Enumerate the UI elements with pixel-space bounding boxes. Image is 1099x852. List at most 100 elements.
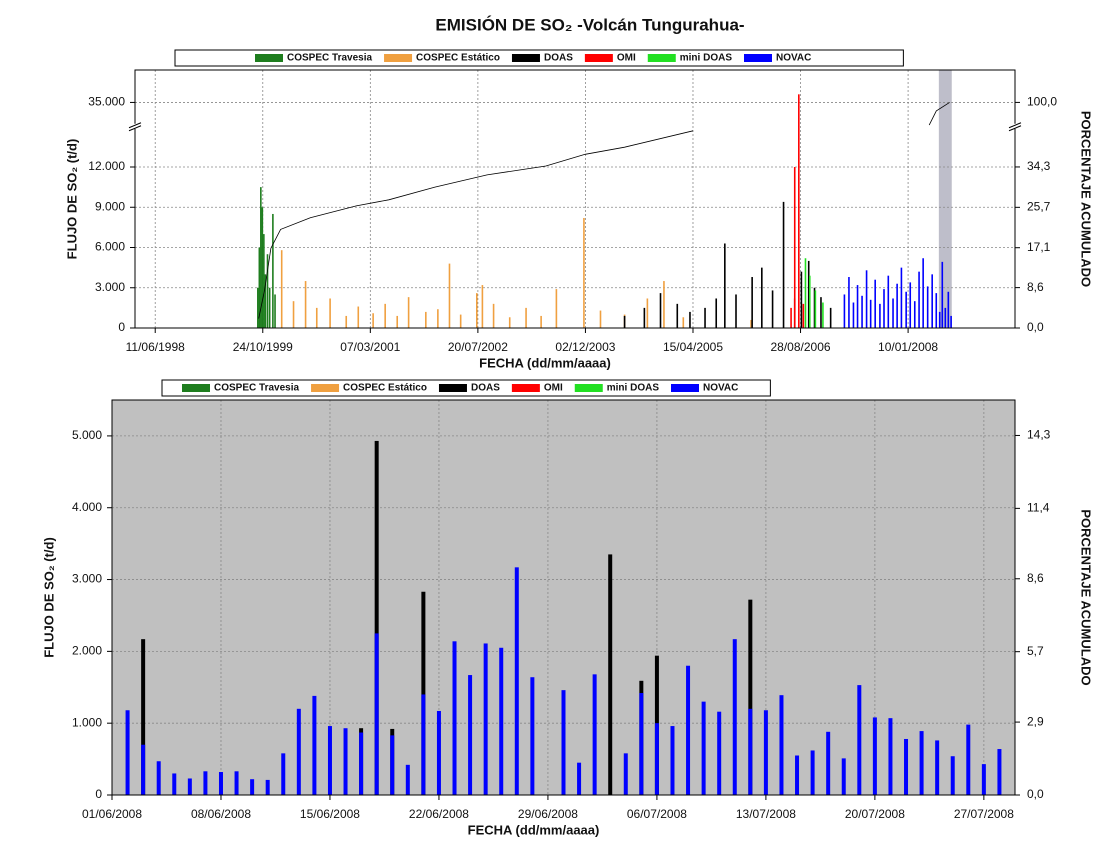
y2-tick-label: 14,3 <box>1027 428 1051 442</box>
bar <box>448 263 451 328</box>
bar <box>843 294 846 328</box>
bar <box>483 643 488 795</box>
x-tick-label: 13/07/2008 <box>736 807 796 821</box>
bar <box>476 293 478 328</box>
bar <box>807 260 810 328</box>
y2-tick-label: 0,0 <box>1027 787 1044 801</box>
legend-swatch <box>744 54 772 62</box>
bar <box>808 275 811 328</box>
x-axis-label: FECHA (dd/mm/aaaa) <box>479 355 611 370</box>
legend-swatch <box>182 384 210 392</box>
bar <box>763 710 768 795</box>
bar <box>304 281 307 328</box>
bar <box>345 315 348 328</box>
legend-swatch <box>511 384 540 392</box>
bar <box>676 303 679 328</box>
bar <box>643 307 646 328</box>
y-tick-label: 9.000 <box>95 199 125 213</box>
bar <box>481 285 484 328</box>
bar <box>421 591 426 795</box>
bar <box>900 267 903 328</box>
bar <box>390 735 395 795</box>
y2-tick-label: 17,1 <box>1027 240 1051 254</box>
bar <box>857 685 862 795</box>
bar <box>583 217 585 328</box>
highlight-band <box>938 70 952 328</box>
bar <box>343 728 348 795</box>
bar <box>938 311 941 328</box>
legend-swatch <box>311 384 340 392</box>
bar <box>892 298 894 328</box>
bar <box>125 710 130 795</box>
x-tick-label: 15/04/2005 <box>663 340 723 354</box>
bar <box>724 243 726 328</box>
bar <box>750 319 752 328</box>
bar <box>874 279 876 328</box>
y-tick-label: 5.000 <box>72 428 102 442</box>
bar <box>555 289 558 328</box>
bar <box>659 293 662 328</box>
bar <box>950 756 955 795</box>
bar <box>374 440 379 795</box>
bar <box>421 694 426 795</box>
bar <box>396 315 399 328</box>
y-tick-label: 6.000 <box>95 240 125 254</box>
bar <box>359 732 364 795</box>
legend-label: OMI <box>544 383 563 394</box>
bar <box>950 315 952 328</box>
bar <box>701 701 706 795</box>
bar <box>935 293 938 328</box>
bar <box>790 307 792 328</box>
y2-tick-label: 8,6 <box>1027 280 1044 294</box>
bar <box>935 740 940 795</box>
x-tick-label: 06/07/2008 <box>627 807 687 821</box>
bar <box>374 633 379 795</box>
bar <box>261 207 264 328</box>
y-axis-label: FLUJO DE SO₂ (t/d) <box>64 139 79 260</box>
bar <box>599 310 602 328</box>
bar <box>822 302 824 328</box>
bar <box>856 285 859 328</box>
bar <box>748 708 753 795</box>
x-tick-label: 27/07/2008 <box>954 807 1014 821</box>
bar <box>218 772 223 795</box>
axis-break <box>1008 125 1022 132</box>
x-tick-label: 29/06/2008 <box>518 807 578 821</box>
bar <box>274 294 276 328</box>
bar <box>869 299 872 328</box>
bar <box>468 675 473 795</box>
x-tick-label: 24/10/1999 <box>233 340 293 354</box>
y-tick-label: 2.000 <box>72 644 102 658</box>
bar <box>947 291 950 328</box>
y-tick-label: 0 <box>118 320 125 334</box>
bar <box>654 723 659 795</box>
bar <box>187 778 192 795</box>
x-tick-label: 20/07/2002 <box>448 340 508 354</box>
cumulative-line <box>258 102 950 319</box>
bar <box>779 695 784 795</box>
bar <box>997 749 1002 795</box>
bar <box>459 314 462 328</box>
legend-label: DOAS <box>471 383 500 394</box>
x-tick-label: 15/06/2008 <box>300 807 360 821</box>
x-tick-label: 08/06/2008 <box>191 807 251 821</box>
bar <box>887 275 890 328</box>
bar <box>861 295 863 328</box>
bar <box>257 287 259 328</box>
bar <box>281 753 286 795</box>
bar <box>234 771 239 795</box>
bar <box>800 271 803 328</box>
bar <box>436 710 441 795</box>
bar <box>813 287 816 328</box>
y2-tick-label: 0,0 <box>1027 320 1044 334</box>
bar <box>802 303 805 328</box>
bar <box>820 297 822 328</box>
bar <box>686 665 691 795</box>
y-tick-label: 35.000 <box>88 95 125 109</box>
axis-break <box>1008 122 1022 129</box>
legend-swatch <box>647 54 676 62</box>
bar <box>384 303 386 328</box>
bar <box>508 317 511 328</box>
bar <box>639 693 644 795</box>
